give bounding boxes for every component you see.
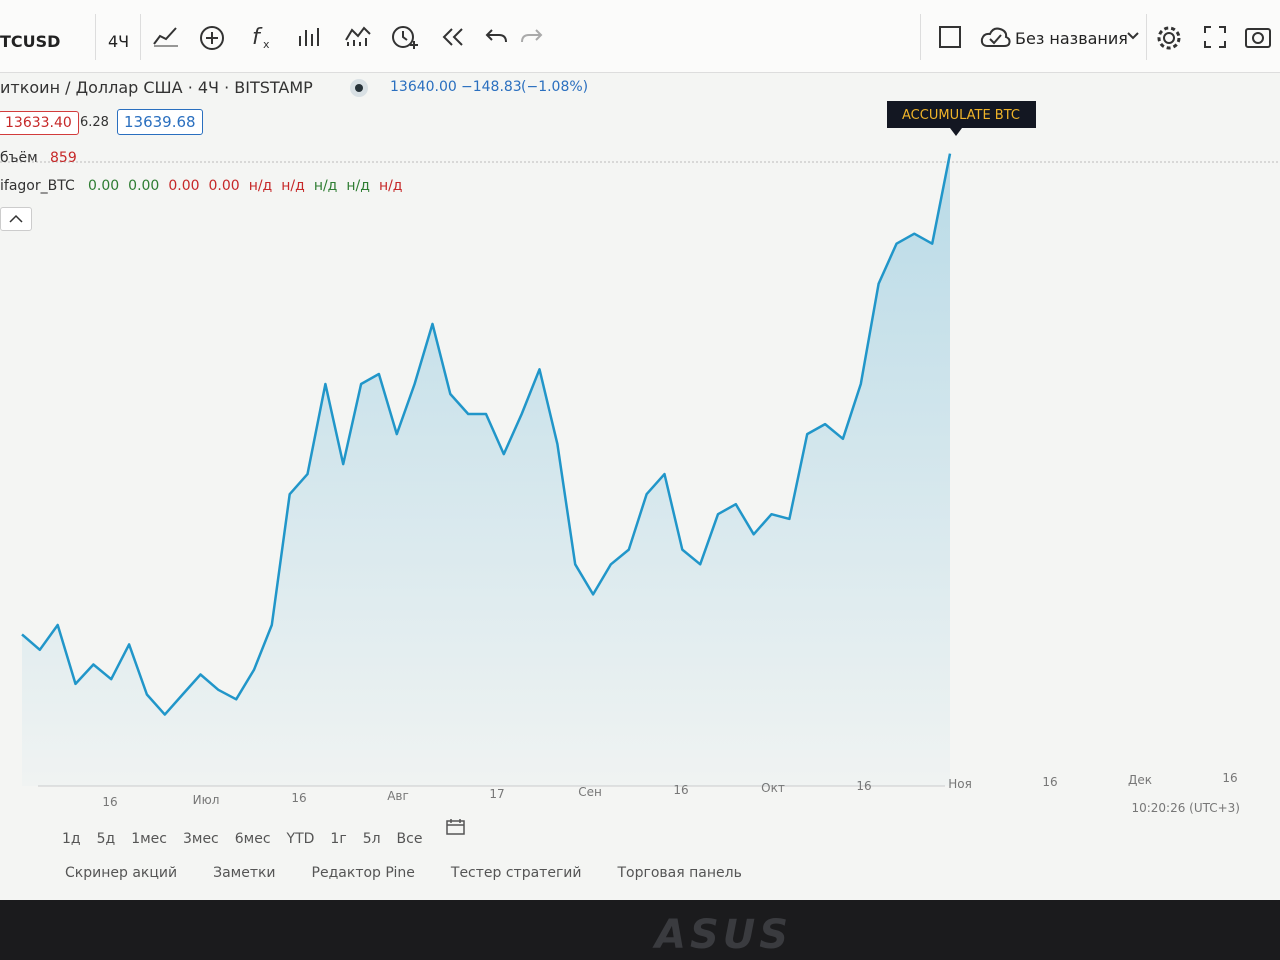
bottom-tab[interactable]: Скринер акций (65, 865, 178, 881)
tooltip-pointer (950, 128, 962, 136)
range-button[interactable]: YTD (286, 831, 315, 847)
range-bar: 1д 5д 1мес 3мес 6мес YTD 1г 5л Все (62, 828, 438, 847)
symbol[interactable]: TCUSD (0, 32, 61, 51)
x-tick-label: Июл (193, 793, 220, 807)
separator (140, 14, 141, 60)
interval[interactable]: 4Ч (108, 32, 130, 51)
x-tick-label: 16 (102, 795, 117, 809)
financials-icon[interactable] (296, 24, 322, 50)
svg-text:x: x (263, 38, 270, 51)
x-tick-label: 16 (1222, 771, 1237, 785)
x-tick-label: 17 (489, 787, 504, 801)
date-range-icon[interactable] (445, 817, 467, 837)
bottom-tabs: Скринер акций Заметки Редактор Pine Тестер … (65, 862, 778, 881)
indicator-value: 0.00 (168, 178, 200, 194)
x-tick-label: 16 (291, 791, 306, 805)
legend-title: иткоин / Доллар США · 4Ч · BITSTAMP (0, 78, 313, 97)
collapse-button[interactable] (0, 207, 32, 231)
range-button[interactable]: 5л (362, 831, 381, 847)
redo-icon[interactable] (518, 24, 544, 50)
volume-label: бъём (0, 150, 38, 166)
snapshot-icon[interactable] (1244, 24, 1272, 50)
price-change: −148.83 (461, 79, 522, 95)
alert-icon[interactable] (390, 24, 418, 52)
indicator-value: н/д (378, 178, 403, 194)
range-button[interactable]: 1г (330, 831, 347, 847)
x-tick-label: 16 (673, 783, 688, 797)
range-button[interactable]: Все (396, 831, 423, 847)
bottom-tab[interactable]: Заметки (213, 865, 276, 881)
indicator-value: 0.00 (208, 178, 240, 194)
range-button[interactable]: 1д (62, 831, 81, 847)
indicator-value: н/д (248, 178, 273, 194)
brand: ASUS (655, 912, 793, 958)
chart-type-icon[interactable] (152, 24, 180, 48)
x-tick-label: Ноя (948, 777, 972, 791)
x-tick-label: Сен (578, 785, 602, 799)
indicator-value: 0.00 (88, 178, 120, 194)
templates-icon[interactable] (344, 24, 372, 50)
bid-price[interactable]: 13633.40 (0, 111, 79, 135)
status-dot (350, 79, 368, 97)
fullscreen-icon[interactable] (1202, 24, 1228, 50)
tooltip-box (887, 101, 1036, 128)
price-line (21, 153, 952, 716)
indicator-value: 0.00 (128, 178, 160, 194)
chart: 16Июл16Авг17Сен16Окт16Ноя16Дек16 10:20:2… (0, 101, 1280, 815)
dropdown-icon[interactable] (1126, 30, 1140, 42)
volume-value: 859 (50, 150, 77, 166)
bottom-tab[interactable]: Торговая панель (617, 865, 742, 881)
settings-icon[interactable] (1155, 24, 1183, 52)
x-tick-label: Дек (1128, 773, 1152, 787)
indicator-name: ifagor_BTC (0, 178, 75, 194)
bottom-tab[interactable]: Тестер стратегий (450, 865, 582, 881)
compare-icon[interactable] (198, 24, 226, 52)
separator (95, 14, 96, 60)
spread: 6.28 (80, 115, 109, 130)
layout-name[interactable]: Без названия (1015, 29, 1128, 48)
separator (920, 14, 921, 60)
bottom-tab[interactable]: Редактор Pine (311, 865, 415, 881)
range-button[interactable]: 1мес (131, 831, 167, 847)
svg-text:f: f (252, 25, 263, 50)
indicator-value: н/д (281, 178, 305, 194)
ask-price[interactable]: 13639.68 (117, 109, 203, 135)
clock: 10:20:26 (UTC+3) (1131, 801, 1240, 815)
undo-icon[interactable] (484, 24, 510, 50)
indicator-value: н/д (346, 178, 370, 194)
tooltip: ACCUMULATE BTC (902, 108, 1020, 123)
price-change-pct: (−1.08%) (521, 79, 589, 95)
indicator-values: 0.00 0.00 0.00 0.00 н/д н/д н/д н/д н/д (88, 178, 412, 194)
replay-icon[interactable] (440, 24, 466, 50)
cloud-icon[interactable] (980, 24, 1012, 50)
range-button[interactable]: 5д (96, 831, 116, 847)
bezel: ASUS (0, 900, 1280, 960)
last-price: 13640.00 (390, 79, 457, 95)
x-tick-label: Авг (387, 789, 409, 803)
price-area (22, 153, 950, 787)
range-button[interactable]: 6мес (234, 831, 271, 847)
range-button[interactable]: 3мес (182, 831, 219, 847)
indicator-value: н/д (313, 178, 338, 194)
select-icon[interactable] (938, 24, 964, 50)
separator (1146, 14, 1147, 60)
x-tick-label: 16 (1042, 775, 1057, 789)
